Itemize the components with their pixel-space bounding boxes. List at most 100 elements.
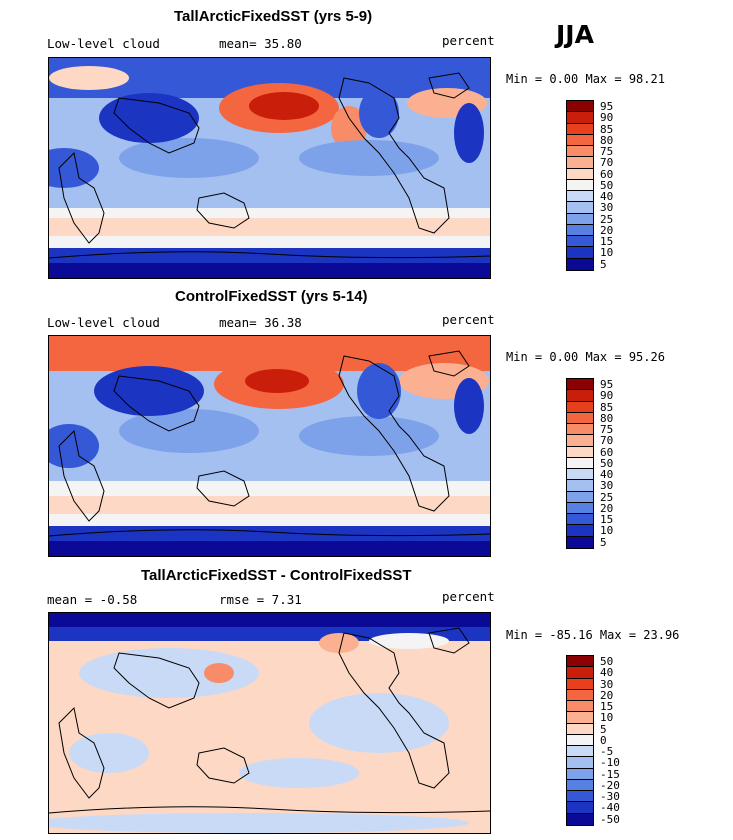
colorbar-level-label: 70 bbox=[600, 434, 614, 448]
colorbar-level-label: 95 bbox=[600, 100, 614, 113]
colorbar-swatch bbox=[567, 146, 593, 158]
colorbar-swatch bbox=[567, 802, 593, 814]
colorbar-swatch bbox=[567, 435, 593, 447]
colorbar-swatch bbox=[567, 734, 593, 746]
colorbar-swatch bbox=[567, 236, 593, 248]
colorbar-swatch bbox=[567, 202, 593, 214]
colorbar-level-label: 90 bbox=[600, 389, 614, 403]
colorbar-swatch bbox=[567, 779, 593, 791]
colorbar-swatch bbox=[567, 656, 593, 668]
colorbar-swatch bbox=[567, 424, 593, 436]
colorbar-swatch bbox=[567, 134, 593, 146]
colorbar-swatches bbox=[566, 655, 594, 826]
panel-3-title: TallArcticFixedSST - ControlFixedSST bbox=[141, 567, 412, 584]
colorbar-swatch bbox=[567, 123, 593, 135]
panel-2-minmax: Min = 0.00 Max = 95.26 bbox=[506, 350, 665, 364]
colorbar-level-label: 40 bbox=[600, 666, 614, 680]
colorbar-swatches bbox=[566, 378, 594, 549]
panel-2-title: ControlFixedSST (yrs 5-14) bbox=[175, 288, 368, 305]
colorbar-swatch bbox=[567, 258, 593, 270]
colorbar-level-label: 50 bbox=[600, 456, 614, 470]
colorbar-level-label: 10 bbox=[600, 246, 614, 260]
colorbar-swatch bbox=[567, 746, 593, 758]
panel-3-rmse-label: rmse = 7.31 bbox=[219, 592, 302, 607]
colorbar-level-label: -5 bbox=[600, 745, 614, 758]
colorbar-swatch bbox=[567, 168, 593, 180]
colorbar-swatch bbox=[567, 179, 593, 191]
panel-3-map bbox=[48, 612, 491, 834]
colorbar-level-label: 15 bbox=[600, 700, 614, 713]
colorbar-swatch bbox=[567, 401, 593, 413]
panel-2-mean-label: mean= 36.38 bbox=[219, 315, 302, 330]
colorbar-swatch bbox=[567, 712, 593, 724]
colorbar-swatch bbox=[567, 525, 593, 537]
colorbar-level-label: 40 bbox=[600, 468, 614, 481]
colorbar-swatch bbox=[567, 446, 593, 458]
colorbar-swatch bbox=[567, 390, 593, 402]
colorbar-swatch bbox=[567, 723, 593, 735]
colorbar-level-label: 15 bbox=[600, 513, 614, 526]
panel-1-variable-label: Low-level cloud bbox=[47, 36, 160, 51]
colorbar-swatch bbox=[567, 224, 593, 236]
colorbar-level-label: 50 bbox=[600, 655, 614, 668]
colorbar-level-label: 40 bbox=[600, 190, 614, 203]
colorbar-swatch bbox=[567, 457, 593, 469]
colorbar-level-label: -50 bbox=[600, 812, 620, 826]
panel-1-minmax: Min = 0.00 Max = 98.21 bbox=[506, 72, 665, 86]
colorbar-swatch bbox=[567, 813, 593, 825]
colorbar-level-label: 60 bbox=[600, 445, 614, 459]
panel-2-units-label: percent bbox=[442, 312, 495, 327]
season-label: JJA bbox=[556, 20, 594, 49]
panel-3-mean-label: mean = -0.58 bbox=[47, 592, 138, 607]
colorbar-swatch bbox=[567, 667, 593, 679]
colorbar-level-label: 25 bbox=[600, 490, 614, 504]
colorbar-swatch bbox=[567, 791, 593, 803]
colorbar-level-label: -30 bbox=[600, 790, 620, 803]
panel-2-map bbox=[48, 335, 491, 557]
colorbar-level-label: 25 bbox=[600, 212, 614, 226]
colorbar-level-label: 80 bbox=[600, 411, 614, 425]
colorbar-level-label: 80 bbox=[600, 133, 614, 147]
colorbar-swatch bbox=[567, 213, 593, 225]
colorbar-level-label: 30 bbox=[600, 677, 614, 691]
colorbar-level-label: 20 bbox=[600, 223, 614, 237]
colorbar-level-label: 20 bbox=[600, 501, 614, 515]
colorbar-level-label: 5 bbox=[600, 535, 607, 549]
panel-1-mean-label: mean= 35.80 bbox=[219, 36, 302, 51]
colorbar-level-label: 10 bbox=[600, 524, 614, 538]
colorbar-level-label: 20 bbox=[600, 688, 614, 702]
panel-3-units-label: percent bbox=[442, 589, 495, 604]
colorbar-swatch bbox=[567, 701, 593, 713]
panel-3-minmax: Min = -85.16 Max = 23.96 bbox=[506, 628, 680, 642]
colorbar-swatch bbox=[567, 247, 593, 259]
colorbar-swatch bbox=[567, 536, 593, 548]
colorbar-swatch bbox=[567, 502, 593, 514]
colorbar-level-label: -40 bbox=[600, 801, 620, 815]
colorbar-swatch bbox=[567, 379, 593, 391]
colorbar-level-label: 15 bbox=[600, 235, 614, 248]
colorbar-level-label: 5 bbox=[600, 722, 607, 736]
colorbar-level-label: 70 bbox=[600, 156, 614, 170]
colorbar-level-label: -15 bbox=[600, 767, 620, 781]
colorbar-level-label: -10 bbox=[600, 756, 620, 770]
colorbar-swatch bbox=[567, 689, 593, 701]
colorbar-swatch bbox=[567, 112, 593, 124]
colorbar-level-label: 30 bbox=[600, 201, 614, 215]
colorbar-swatch bbox=[567, 469, 593, 481]
colorbar-level-label: 90 bbox=[600, 111, 614, 125]
colorbar-swatch bbox=[567, 514, 593, 526]
colorbar-level-label: 50 bbox=[600, 178, 614, 192]
colorbar-level-label: 60 bbox=[600, 167, 614, 181]
colorbar-swatch bbox=[567, 157, 593, 169]
colorbar-swatch bbox=[567, 757, 593, 769]
colorbar-swatch bbox=[567, 412, 593, 424]
colorbar-level-label: 30 bbox=[600, 479, 614, 493]
colorbar-level-label: 85 bbox=[600, 122, 614, 136]
colorbar-swatch bbox=[567, 480, 593, 492]
colorbar-level-label: 75 bbox=[600, 423, 614, 436]
colorbar-swatch bbox=[567, 678, 593, 690]
colorbar-level-label: 0 bbox=[600, 733, 607, 747]
colorbar-level-label: 10 bbox=[600, 711, 614, 725]
colorbar-swatch bbox=[567, 101, 593, 113]
colorbar-swatches bbox=[566, 100, 594, 271]
